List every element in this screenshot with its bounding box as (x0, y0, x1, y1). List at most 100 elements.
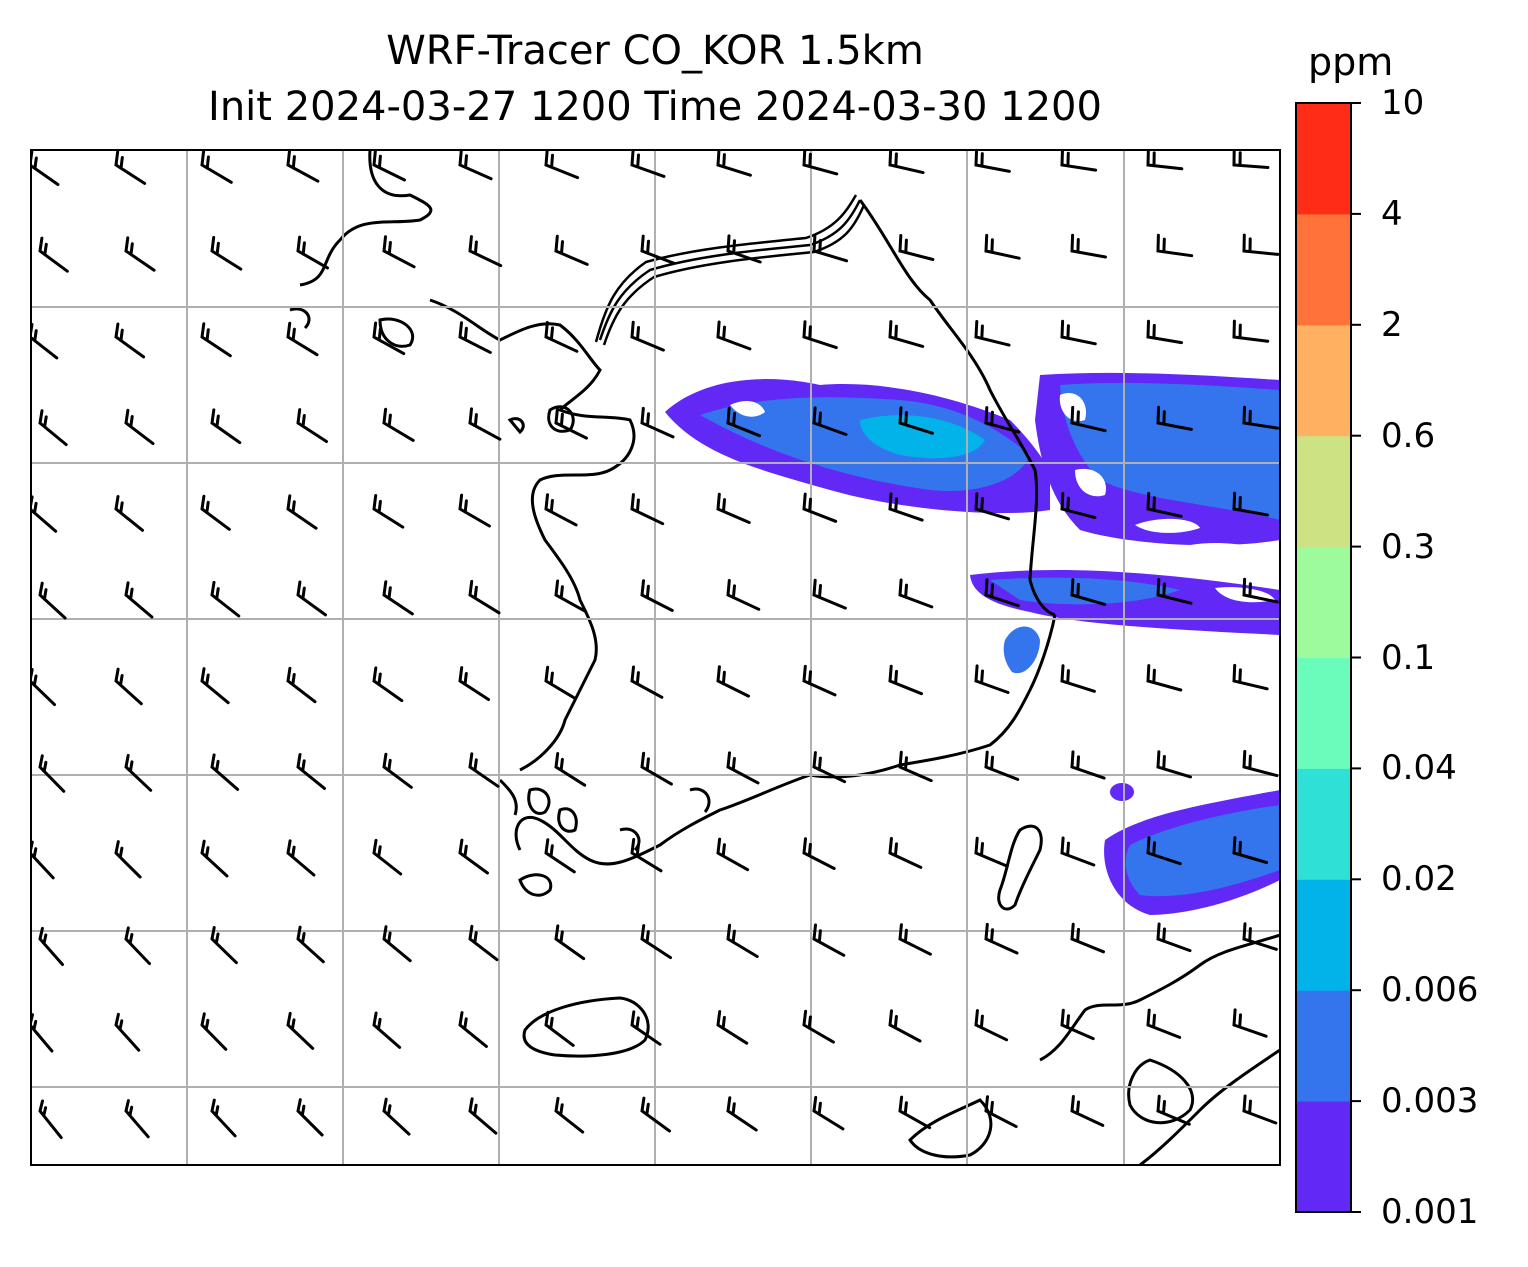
wind-barb (726, 579, 761, 611)
wind-barb (1242, 922, 1278, 951)
wind-barb (458, 838, 489, 875)
wind-barb (372, 150, 406, 182)
wind-barb (200, 667, 230, 705)
wind-barb (726, 751, 760, 785)
wind-barb (544, 1010, 575, 1047)
wind-barb (888, 664, 923, 696)
wind-barb (124, 236, 156, 272)
wind-barb (296, 753, 326, 790)
wind-barb (630, 150, 666, 178)
wind-barb (974, 492, 1010, 521)
wind-barb (200, 1012, 228, 1051)
wind-barb (372, 838, 403, 876)
wind-barb (1070, 578, 1107, 606)
wind-barb (640, 406, 675, 439)
wind-barb (382, 752, 413, 789)
plume-north-inner (700, 397, 1030, 491)
wind-barb (802, 837, 836, 870)
colorbar-segment (1296, 435, 1351, 548)
wind-barb (640, 1096, 671, 1133)
wind-barb (812, 751, 847, 784)
wind-barb (38, 926, 64, 966)
wind-barb (114, 495, 144, 532)
wind-barb (1060, 836, 1096, 867)
wind-barb (382, 235, 416, 269)
wind-barb (1156, 405, 1193, 431)
colorbar-unit: ppm (1308, 40, 1394, 84)
wind-barb (210, 753, 240, 791)
wind-barb (984, 750, 1020, 781)
wind-barb (458, 493, 491, 528)
wind-barb (372, 666, 404, 703)
wind-barb (984, 1095, 1018, 1129)
colorbar-tick-label: 2 (1381, 304, 1403, 345)
wind-barb (630, 320, 665, 352)
wind-barb (898, 578, 934, 609)
colorbar-segment (1296, 768, 1351, 880)
colorbar-segment (1296, 213, 1351, 326)
wind-barb (1060, 319, 1097, 346)
wind-barb (812, 234, 849, 263)
wind-barb (812, 578, 847, 610)
wind-barb (630, 1010, 662, 1046)
wind-barb (1060, 664, 1096, 693)
map-plot-area (31, 150, 1280, 1165)
wind-barb (382, 925, 412, 963)
wind-barb (458, 321, 492, 354)
wind-barb (114, 150, 147, 185)
wind-barb (210, 408, 242, 445)
wind-barb (458, 150, 493, 181)
wind-barb (286, 494, 318, 530)
wind-barb (1232, 1008, 1268, 1038)
wind-barb (1232, 319, 1270, 343)
wind-barb (38, 581, 67, 620)
wind-barb (984, 578, 1020, 608)
wind-barb (898, 406, 934, 435)
wind-barb (898, 750, 933, 783)
wind-barb (1156, 750, 1192, 779)
wind-barb (554, 924, 586, 961)
wind-barb (640, 234, 676, 265)
colorbar-tick-label: 0.1 (1381, 637, 1436, 678)
plume-north-core (860, 415, 985, 459)
colorbar-segment (1296, 879, 1351, 991)
wind-barbs (31, 150, 1280, 1140)
wind-barb (812, 923, 846, 957)
wind-barb (1242, 750, 1279, 778)
wind-barb (468, 752, 500, 788)
wind-barb (286, 150, 320, 183)
wind-barb (458, 666, 490, 701)
wind-barb (200, 322, 232, 358)
wind-barb (544, 493, 578, 527)
colorbar-tick-label: 0.001 (1381, 1192, 1479, 1232)
wind-barb (888, 492, 924, 522)
wind-barb (554, 579, 588, 614)
wind-barb (1242, 405, 1280, 430)
japan-coast (908, 933, 1280, 1165)
wind-barb (544, 321, 579, 353)
wind-barb (726, 406, 761, 438)
wind-barb (1232, 491, 1269, 517)
wind-barb (716, 320, 752, 351)
wind-barb (898, 1095, 932, 1130)
wind-barb (630, 493, 665, 526)
wind-barb (1070, 233, 1107, 259)
map-subtitle: Init 2024-03-27 1200 Time 2024-03-30 120… (208, 84, 1102, 130)
wind-barb (1060, 150, 1098, 172)
wind-barb (974, 320, 1011, 347)
wind-barb (124, 926, 151, 966)
wind-barb (124, 581, 154, 619)
wind-barb (1232, 836, 1269, 864)
wind-barb (38, 754, 66, 793)
wind-barb (1070, 922, 1105, 954)
wind-barb (200, 839, 229, 878)
wind-barb (888, 837, 923, 869)
wind-barb (210, 926, 238, 965)
wind-barb (1070, 405, 1107, 433)
wind-barb (296, 925, 325, 964)
wind-barb (372, 321, 406, 356)
wind-barb (544, 150, 580, 180)
wind-barb (468, 924, 499, 962)
colorbar-segment (1296, 990, 1351, 1102)
wind-barb (888, 320, 925, 348)
